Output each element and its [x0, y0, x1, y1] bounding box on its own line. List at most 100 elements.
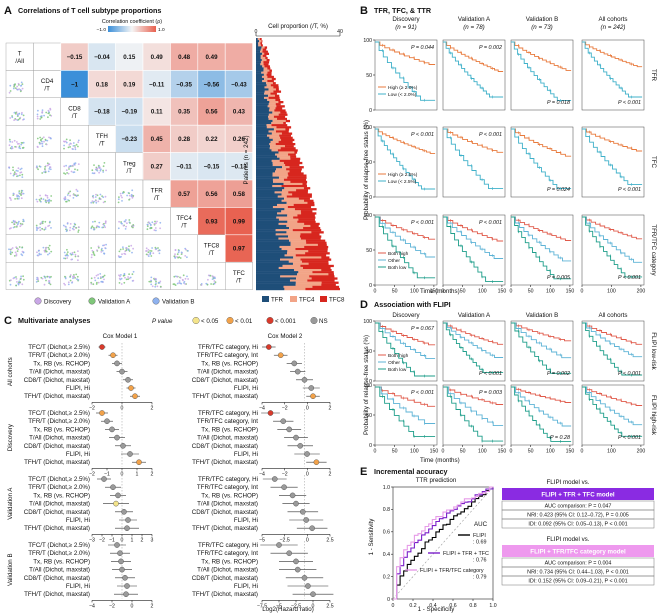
scatter-point	[16, 85, 19, 88]
scatter-point	[130, 244, 133, 247]
scatter-point	[131, 189, 134, 192]
scatter-point	[98, 167, 101, 170]
bar-segment-tfc4	[262, 52, 265, 55]
scatter-point	[71, 164, 74, 167]
scatter-point	[177, 251, 180, 254]
bar-segment-tfc4	[272, 172, 288, 175]
scatter-point	[117, 227, 120, 230]
forest-row-label: TFC/T (Dichot,≥ 2.5%)	[28, 542, 90, 549]
bar-segment-tfc4	[258, 42, 261, 45]
forest-row-label: FLIPI, Hi	[234, 583, 258, 590]
bar-segment-tfc8	[265, 56, 268, 60]
forest-row-label: CD8/T (Dichot, maxstat)	[192, 443, 258, 450]
scatter-point	[153, 277, 156, 280]
forest-xtick-label: −2	[109, 603, 115, 609]
scatter-point	[98, 221, 101, 224]
bar-segment-tfc8	[271, 124, 288, 127]
forest-xtick-label: −2.5	[280, 537, 290, 543]
forest-point	[136, 459, 142, 466]
km-b-cohort-title: All cohorts	[599, 16, 628, 23]
bar-segment-tfc4	[260, 48, 263, 51]
bar-segment-tfc4	[267, 98, 276, 102]
forest-point	[280, 418, 287, 425]
scatter-point	[9, 251, 12, 253]
forest-xtick-label: −5	[259, 537, 265, 543]
scatter-point	[46, 275, 49, 278]
km-b-pvalue: P < 0.001	[618, 100, 641, 106]
scatter-point	[17, 283, 20, 286]
bar-segment-tfc4	[278, 237, 301, 240]
bar-segment-tfc8	[298, 197, 310, 200]
matrix-corr-value: 0.97	[233, 246, 246, 253]
bar-segment-tfc8	[287, 172, 304, 175]
scatter-point	[132, 270, 135, 273]
scatter-point	[36, 115, 39, 118]
scatter-point	[43, 171, 45, 173]
matrix-corr-value: 0.48	[178, 54, 191, 61]
bar-segment-tfc8	[273, 115, 286, 118]
bar-segment-tfc8	[275, 88, 279, 91]
bar-segment-tfr	[256, 109, 269, 112]
forest-row-label: CD8/T (Dichot, maxstat)	[192, 575, 258, 582]
bar-segment-tfc8	[303, 187, 311, 190]
scatter-point	[95, 200, 97, 202]
scatter-point	[207, 278, 209, 281]
bar-segment-tfr	[256, 115, 269, 118]
scatter-point	[49, 137, 52, 140]
matrix-corr-value: −0.13	[231, 164, 247, 171]
km-curve-other	[375, 216, 436, 258]
scatter-point	[13, 85, 16, 88]
forest-row-label: TFR/TFC category, Hi	[198, 542, 258, 549]
scatter-point	[47, 225, 49, 228]
scatter-point	[117, 255, 120, 257]
bar-segment-tfc4	[268, 117, 278, 121]
scatter-point	[77, 255, 79, 258]
forest-xtick-label: −3	[89, 537, 95, 543]
scatter-point	[77, 145, 79, 148]
bar-segment-tfc4	[268, 103, 276, 106]
scatter-point	[120, 277, 123, 280]
box2-heading: FLIPI model vs.	[547, 536, 590, 543]
matrix-corr-value: −0.04	[94, 54, 110, 61]
panel-e-label: E	[360, 466, 367, 478]
legend-validation-a-marker	[88, 297, 96, 305]
panel-a: A Correlations of T cell subtype proport…	[4, 5, 345, 306]
bar-segment-tfc8	[287, 206, 312, 209]
km-d-xtick-label: 0	[581, 449, 584, 455]
scatter-point	[125, 219, 127, 221]
scatter-point	[18, 190, 21, 193]
scatter-point	[155, 280, 157, 283]
scatter-point	[98, 197, 101, 200]
scatter-point	[20, 194, 22, 197]
matrix-diag-label-top: Treg	[123, 160, 136, 167]
bar-segment-tfc4	[278, 176, 288, 179]
pvalue-legend: P value < 0.05 < 0.01 < 0.001 NS	[152, 317, 328, 325]
panel-b: B TFR, TFC, & TTR Probability of relapse…	[360, 5, 657, 295]
bar-segment-tfr	[256, 157, 280, 160]
km-d-subplot-frame	[581, 384, 645, 446]
forest-point	[117, 550, 123, 557]
km-d-cohort-title: Discovery	[392, 312, 420, 319]
scatter-point	[178, 256, 181, 259]
scatter-point	[154, 220, 156, 223]
scatter-point	[103, 252, 106, 255]
scatter-point	[69, 229, 71, 232]
km-d-ytick-label: 50	[366, 349, 372, 355]
bar-segment-tfc4	[264, 92, 271, 95]
forest-row-label: TFR/T (Dichot,≥ 2.0%)	[28, 550, 90, 557]
scatter-point	[104, 195, 107, 198]
scatter-point	[72, 148, 74, 151]
roc-xtick-label: 0.2	[409, 603, 416, 609]
km-b-legend-label: Both low	[388, 265, 407, 271]
bar-segment-tfr	[256, 42, 259, 45]
scatter-point	[49, 166, 52, 169]
scatter-point	[77, 231, 80, 233]
bar-segment-tfc4	[263, 69, 270, 72]
scatter-point	[123, 220, 126, 223]
bar-segment-tfc8	[292, 193, 312, 196]
matrix-diag-cell	[224, 262, 253, 290]
forest-xtick-label: −2	[89, 471, 95, 477]
bar-segment-tfc8	[262, 54, 267, 58]
scatter-point	[11, 251, 14, 254]
scatter-point	[76, 275, 79, 278]
